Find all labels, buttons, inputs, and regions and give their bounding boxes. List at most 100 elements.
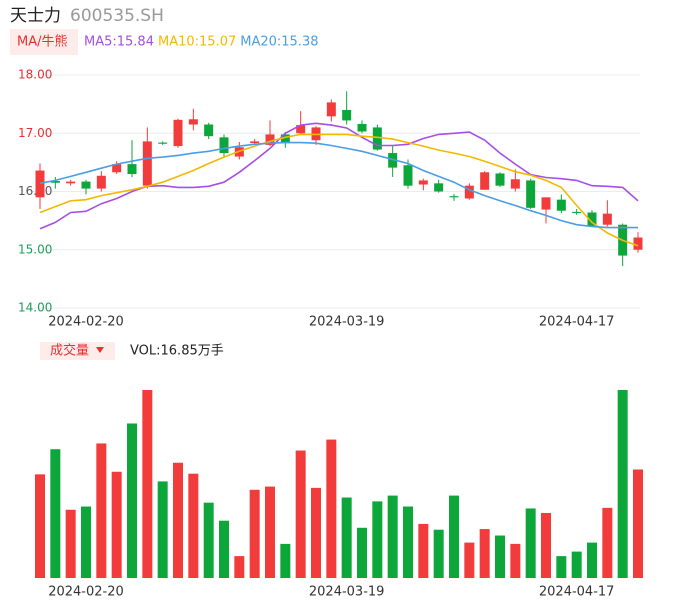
volume-button-bg[interactable]: [40, 342, 115, 360]
x-tick-label: 2024-03-19: [309, 315, 385, 330]
candle-body: [296, 125, 306, 134]
candle-body: [526, 180, 536, 208]
volume-bar: [249, 489, 260, 578]
dropdown-arrow[interactable]: [96, 347, 104, 353]
candle-body: [556, 199, 566, 211]
x-tick-label: 2024-02-20: [48, 315, 124, 330]
candle-body: [188, 119, 198, 125]
candle-body: [434, 183, 444, 192]
y-tick-label: 14.00: [18, 301, 52, 315]
volume-bar: [510, 543, 521, 578]
candle-body: [142, 141, 152, 186]
candle-body: [372, 127, 382, 150]
volume-bar: [326, 439, 337, 578]
candle-body: [388, 153, 398, 168]
volume-bar: [280, 543, 291, 578]
candle-body: [480, 172, 490, 190]
y-tick-label: 15.00: [18, 242, 52, 256]
candle-body: [495, 173, 505, 186]
volume-bar: [265, 486, 275, 578]
volume-bar: [479, 529, 490, 578]
volume-bar: [541, 512, 551, 578]
candle-body: [326, 102, 336, 117]
indicator-button-bg[interactable]: [10, 29, 78, 55]
candle-body: [572, 211, 582, 214]
volume-bar: [341, 497, 352, 578]
volume-bar: [203, 502, 214, 578]
candle-body: [510, 179, 520, 189]
ma-line: [39, 133, 639, 247]
volume-label: VOL:16.85万手: [130, 344, 224, 359]
volume-bar: [403, 506, 413, 578]
candle-body: [112, 164, 122, 173]
volume-bar: [35, 474, 45, 578]
volume-bar: [633, 469, 643, 578]
volume-bar: [142, 390, 153, 578]
volume-bar: [449, 495, 459, 578]
y-tick-label: 18.00: [18, 68, 52, 82]
volume-bar: [464, 542, 475, 578]
volume-bar: [571, 551, 582, 578]
candle-body: [342, 109, 352, 121]
ma-line: [39, 141, 638, 229]
legend-entry: MA5:15.84: [84, 35, 154, 50]
volume-bar: [127, 423, 137, 578]
volume-bar: [602, 507, 613, 578]
x-tick-label: 2024-04-17: [539, 585, 615, 600]
volume-bar: [50, 449, 61, 578]
candle-body: [173, 119, 183, 147]
candle-body: [449, 196, 459, 198]
candle-body: [204, 124, 214, 137]
volume-bar: [96, 443, 107, 578]
candle-body: [541, 197, 551, 210]
indicator-button[interactable]: MA/牛熊: [17, 34, 68, 50]
volume-bar: [418, 523, 429, 578]
legend-entry: MA10:15.07: [158, 35, 236, 50]
candle-body: [633, 237, 643, 250]
legend-entry: MA20:15.38: [240, 35, 318, 50]
candle-body: [127, 164, 137, 175]
volume-bar: [525, 508, 536, 578]
volume-bar: [188, 473, 199, 578]
candle-body: [280, 134, 290, 144]
candle-body: [81, 181, 91, 189]
volume-bar: [234, 556, 245, 578]
volume-bar: [111, 471, 122, 578]
candle-body: [403, 165, 413, 186]
candle-body: [158, 142, 168, 144]
volume-bar: [495, 535, 505, 578]
candle-body: [265, 134, 275, 145]
volume-bar: [295, 450, 306, 578]
volume-bar: [157, 481, 168, 578]
volume-button[interactable]: 成交量: [50, 343, 89, 359]
stock-code: 600535.SH: [70, 6, 164, 26]
y-tick-label: 16.00: [18, 184, 52, 198]
volume-bar: [173, 462, 183, 578]
volume-bar: [433, 529, 444, 578]
candle-body: [96, 175, 106, 189]
candle-body: [50, 181, 60, 183]
volume-bar: [311, 487, 321, 578]
candle-body: [587, 212, 597, 226]
volume-bar: [556, 556, 567, 578]
volume-bar: [587, 542, 597, 578]
volume-bar: [219, 520, 229, 578]
candle-body: [418, 180, 428, 185]
y-tick-label: 17.00: [18, 126, 52, 140]
candle-body: [35, 170, 45, 198]
candle-body: [219, 137, 229, 154]
candle-body: [357, 123, 367, 132]
candle-body: [464, 185, 474, 199]
x-tick-label: 2024-03-19: [309, 585, 385, 600]
ma-line: [39, 122, 639, 230]
x-tick-label: 2024-04-17: [539, 315, 615, 330]
chart-title: 天士力: [10, 6, 61, 26]
volume-bar: [65, 509, 76, 578]
x-tick-label: 2024-02-20: [48, 585, 124, 600]
candle-body: [66, 181, 76, 184]
volume-bar: [357, 527, 367, 578]
volume-bar: [617, 390, 628, 578]
volume-bar: [372, 501, 383, 578]
candle-body: [602, 213, 612, 225]
